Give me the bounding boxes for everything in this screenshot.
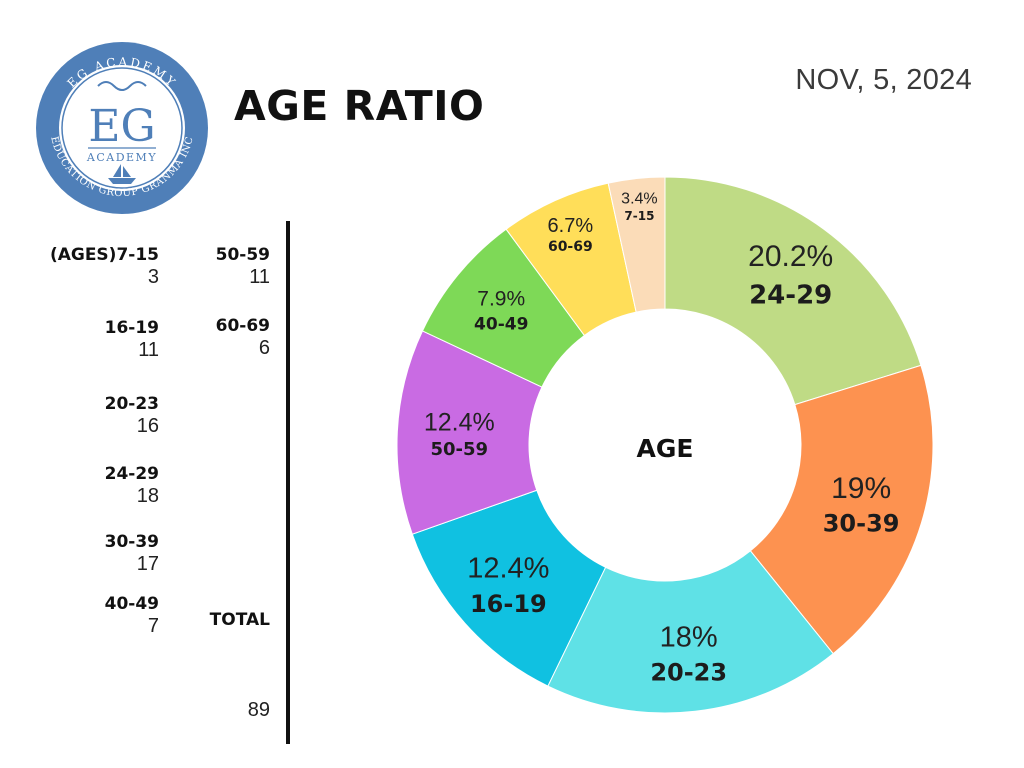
age-row-7-15: (AGES)7-15 3: [50, 245, 159, 289]
age-row-count: 16: [136, 415, 159, 437]
date-label: NOV, 5, 2024: [795, 64, 972, 96]
ship-icon: [108, 164, 136, 184]
slice-percent-label: 12.4%: [467, 553, 549, 585]
age-row-20-23: 20-23 16: [105, 394, 159, 438]
age-row-label: 40-49: [104, 594, 159, 614]
logo-word: ACADEMY: [86, 151, 157, 164]
age-row-count: 11: [138, 339, 159, 361]
slice-percent-label: 20.2%: [748, 240, 833, 273]
slice-20-23: [547, 550, 834, 714]
slice-percent-label: 6.7%: [548, 215, 594, 237]
slice-30-39: [749, 364, 934, 655]
age-row-label: 20-23: [104, 394, 159, 414]
age-row-30-39: 30-39 17: [105, 532, 159, 576]
slice-percent-label: 18%: [660, 621, 718, 653]
donut-center-label: AGE: [637, 434, 694, 463]
age-row-label: 60-69: [215, 316, 270, 336]
logo-flourish-icon: [97, 81, 147, 91]
age-row-label: (AGES)7-15: [49, 245, 159, 265]
age-row-24-29: 24-29 18: [105, 464, 159, 508]
slice-percent-label: 7.9%: [477, 287, 525, 310]
donut-labels: 20.2% 24-29 19% 30-39 18% 20-23 12.4% 16-19 12.4…: [424, 190, 900, 686]
slice-percent-label: 12.4%: [424, 408, 495, 436]
total-label-row: TOTAL: [210, 610, 270, 630]
slice-7-15: [607, 176, 666, 313]
age-row-count: 17: [136, 553, 159, 575]
slice-category-label: 16-19: [470, 590, 547, 618]
age-row-label: 30-39: [104, 532, 159, 552]
logo-inner-disc: [59, 65, 185, 191]
total-value: 89: [247, 699, 270, 721]
slice-category-label: 40-49: [474, 315, 528, 335]
slice-category-label: 50-59: [430, 439, 488, 460]
slice-50-59: [396, 330, 543, 535]
age-row-count: 11: [249, 266, 270, 288]
age-row-label: 24-29: [104, 464, 159, 484]
total-value-row: 89: [248, 698, 270, 722]
slice-percent-label: 19%: [831, 472, 891, 505]
slice-category-label: 30-39: [823, 510, 900, 538]
slice-category-label: 20-23: [650, 659, 727, 687]
age-row-label: 16-19: [104, 318, 159, 338]
age-row-count: 3: [147, 266, 159, 288]
age-row-count: 7: [147, 615, 159, 637]
donut-slices: [396, 176, 934, 714]
slice-24-29: [664, 176, 922, 406]
page-title: AGE RATIO: [234, 82, 485, 130]
logo-initials: EG: [88, 101, 155, 152]
slice-category-label: 60-69: [548, 239, 593, 255]
slice-percent-label: 3.4%: [621, 190, 657, 207]
age-row-16-19: 16-19 11: [105, 318, 159, 362]
slice-category-label: 24-29: [749, 281, 832, 311]
age-row-count: 18: [136, 485, 159, 507]
age-row-count: 6: [258, 337, 270, 359]
slice-category-label: 7-15: [624, 209, 654, 223]
slice-16-19: [411, 489, 607, 687]
age-row-50-59: 50-59 11: [216, 245, 270, 289]
vertical-divider: [286, 221, 290, 744]
logo-inner-line: [61, 67, 183, 189]
age-row-label: 50-59: [215, 245, 270, 265]
total-label: TOTAL: [209, 610, 270, 630]
age-row-60-69: 60-69 6: [216, 316, 270, 360]
academy-logo: EG ACADEMY EDUCATION GROUP GRANMA INC EG…: [36, 42, 208, 214]
age-row-40-49: 40-49 7: [105, 594, 159, 638]
age-donut-chart: 20.2% 24-29 19% 30-39 18% 20-23 12.4% 16-19 12.4…: [396, 176, 934, 714]
